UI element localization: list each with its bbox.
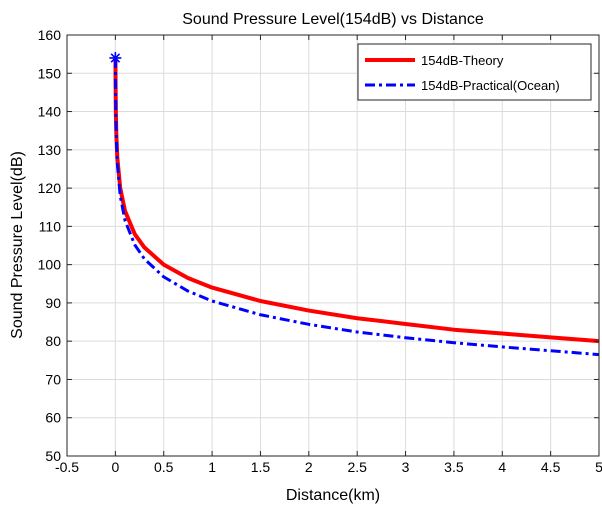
legend-label-theory: 154dB-Theory [421, 53, 504, 68]
x-tick-label: 4 [498, 459, 506, 475]
x-tick-label: 0 [111, 459, 119, 475]
start-marker [109, 51, 122, 64]
y-tick-label: 130 [38, 142, 62, 158]
series-line-practical [113, 57, 600, 357]
plot-area [67, 35, 599, 456]
marker-group [109, 51, 122, 64]
x-tick-labels: -0.5 0 0.5 1 1.5 2 2.5 3 3.5 4 4.5 5 [55, 459, 602, 475]
x-tick-label: 2.5 [347, 459, 367, 475]
x-tick-label: 0.5 [154, 459, 174, 475]
y-tick-label: 100 [38, 257, 62, 273]
y-tick-labels: 50 60 70 80 90 100 110 120 130 140 150 160 [38, 27, 62, 464]
x-tick-label: 4.5 [541, 459, 561, 475]
y-tick-label: 110 [39, 218, 62, 234]
x-tick-label: 1.5 [251, 459, 271, 475]
y-tick-label: 50 [45, 448, 61, 464]
y-tick-label: 60 [45, 410, 61, 426]
x-tick-label: 1 [208, 459, 216, 475]
x-tick-label: 3 [402, 459, 410, 475]
x-tick-label: 3.5 [444, 459, 464, 475]
y-tick-label: 150 [38, 65, 62, 81]
x-tick-label: -0.5 [55, 459, 79, 475]
chart-title: Sound Pressure Level(154dB) vs Distance [182, 11, 484, 28]
y-tick-label: 140 [38, 104, 62, 120]
y-tick-label: 70 [45, 371, 61, 387]
y-tick-label: 90 [45, 295, 61, 311]
x-axis-label: Distance(km) [286, 487, 380, 504]
y-tick-label: 120 [38, 180, 62, 196]
x-tick-label: 2 [305, 459, 313, 475]
plot-frame [66, 34, 600, 457]
legend: 154dB-Theory 154dB-Practical(Ocean) [357, 43, 592, 101]
y-tick-label: 80 [45, 333, 61, 349]
y-tick-label: 160 [38, 27, 62, 43]
y-axis-label: Sound Pressure Level(dB) [9, 151, 26, 339]
series-group [113, 57, 600, 357]
ticks [66, 34, 600, 457]
series-line-theory [113, 57, 600, 344]
legend-label-practical: 154dB-Practical(Ocean) [421, 78, 560, 93]
start-marker-stroke [110, 53, 121, 63]
x-tick-label: 5 [595, 459, 602, 475]
legend-box [357, 43, 592, 101]
